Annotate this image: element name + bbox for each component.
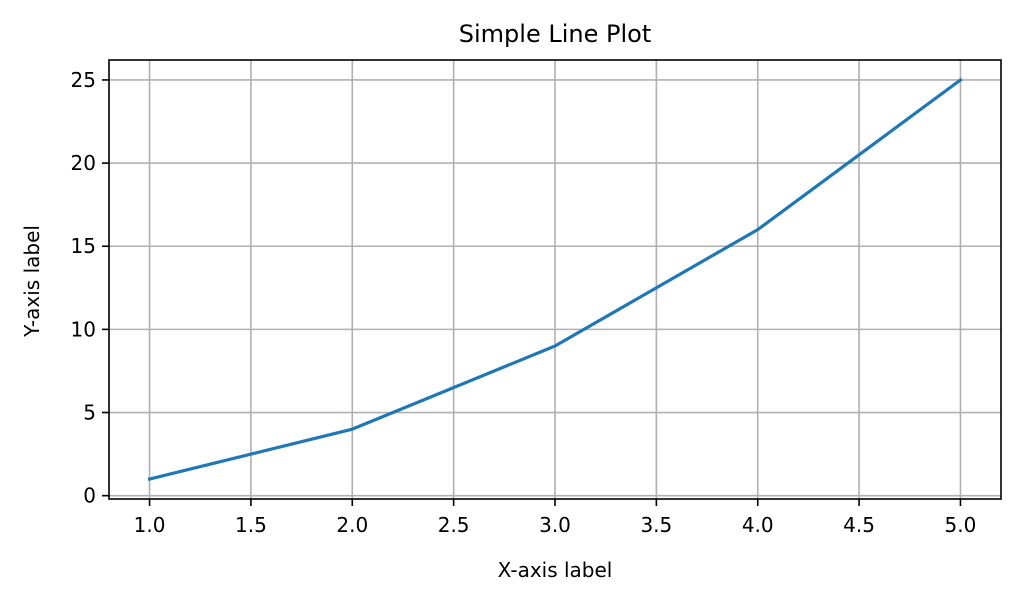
y-tick-label: 15 <box>71 234 96 258</box>
x-axis-label: X-axis label <box>498 558 613 582</box>
y-tick-label: 25 <box>71 68 96 92</box>
x-tick-label: 2.0 <box>336 513 368 537</box>
x-tick-label: 5.0 <box>945 513 977 537</box>
x-tick-label: 1.5 <box>235 513 267 537</box>
x-tick-label: 4.0 <box>742 513 774 537</box>
grid-lines <box>109 60 1001 499</box>
y-axis-ticks: 0 5 10 15 20 25 <box>71 68 109 508</box>
x-tick-label: 3.5 <box>640 513 672 537</box>
x-tick-label: 2.5 <box>438 513 470 537</box>
x-tick-label: 4.5 <box>843 513 875 537</box>
chart-title: Simple Line Plot <box>459 20 651 48</box>
x-tick-label: 1.0 <box>134 513 166 537</box>
y-tick-label: 0 <box>83 484 96 508</box>
y-axis-label: Y-axis label <box>20 225 44 338</box>
x-tick-label: 3.0 <box>539 513 571 537</box>
y-tick-label: 10 <box>71 317 96 341</box>
series-line <box>147 77 963 481</box>
x-axis-ticks: 1.0 1.5 2.0 2.5 3.0 3.5 4.0 4.5 5.0 <box>134 499 977 537</box>
y-tick-label: 5 <box>83 401 96 425</box>
plot-area <box>147 77 963 481</box>
y-tick-label: 20 <box>71 151 96 175</box>
